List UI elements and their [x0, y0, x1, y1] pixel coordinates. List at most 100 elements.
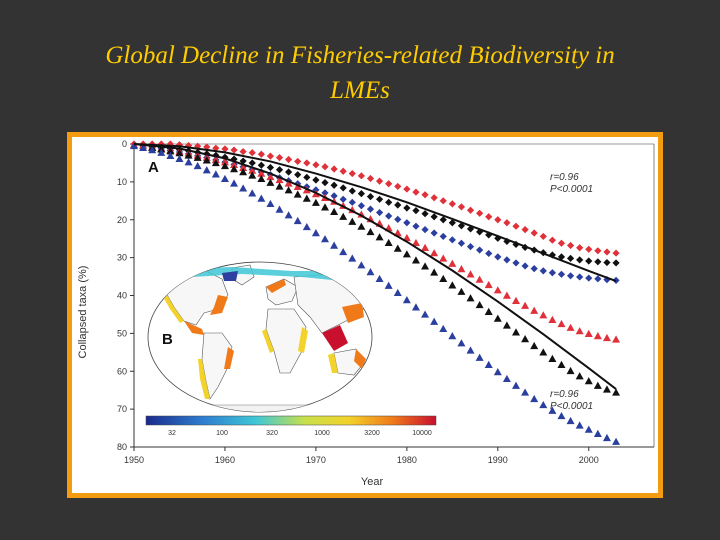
diamond-point: [431, 229, 438, 236]
triangle-point: [403, 250, 411, 257]
trend-line: [134, 144, 616, 281]
diamond-point: [330, 182, 337, 189]
triangle-point: [603, 434, 611, 441]
diamond-point: [367, 206, 374, 213]
y-axis-title: Collapsed taxa (%): [77, 266, 89, 359]
triangle-point: [467, 346, 475, 353]
triangle-point: [467, 270, 475, 277]
diamond-point: [612, 259, 619, 266]
diamond-point: [421, 191, 428, 198]
panel-a-label: A: [148, 159, 159, 176]
triangle-point: [303, 195, 311, 202]
colorbar-tick-label: 320: [266, 430, 278, 437]
stat-bottom-p: P<0.0001: [550, 401, 593, 412]
colorbar-tick-label: 10000: [412, 430, 432, 437]
triangle-point: [603, 385, 611, 392]
triangle-point: [557, 361, 565, 368]
diamond-point: [576, 273, 583, 280]
triangle-point: [557, 412, 565, 419]
stat-bottom: r=0.96 P<0.0001: [550, 389, 593, 412]
diamond-point: [249, 159, 256, 166]
diamond-point: [576, 244, 583, 251]
triangle-point: [366, 268, 374, 275]
triangle-point: [476, 301, 484, 308]
diamond-point: [394, 183, 401, 190]
diamond-point: [303, 174, 310, 181]
diamond-point: [440, 233, 447, 240]
triangle-point: [294, 217, 302, 224]
triangle-point: [612, 438, 620, 445]
triangle-point: [357, 261, 365, 268]
diamond-point: [358, 202, 365, 209]
diamond-point: [330, 165, 337, 172]
diamond-point: [403, 204, 410, 211]
diamond-point: [458, 203, 465, 210]
triangle-point: [439, 325, 447, 332]
map-colorbar: [146, 416, 436, 425]
diamond-point: [294, 158, 301, 165]
triangle-point: [266, 200, 274, 207]
triangle-point: [421, 244, 429, 251]
triangle-point: [430, 268, 438, 275]
triangle-point: [594, 382, 602, 389]
diamond-point: [567, 242, 574, 249]
triangle-point: [403, 296, 411, 303]
diamond-point: [412, 189, 419, 196]
x-axis-title: Year: [361, 476, 384, 488]
triangle-point: [239, 184, 247, 191]
triangle-point: [394, 245, 402, 252]
diamond-point: [485, 213, 492, 220]
triangle-point: [185, 158, 193, 165]
triangle-point: [385, 282, 393, 289]
triangle-point: [439, 275, 447, 282]
triangle-point: [248, 189, 256, 196]
triangle-point: [594, 430, 602, 437]
diamond-point: [503, 219, 510, 226]
diamond-point: [549, 237, 556, 244]
diamond-point: [267, 164, 274, 171]
triangle-point: [485, 361, 493, 368]
triangle-point: [376, 275, 384, 282]
triangle-point: [494, 315, 502, 322]
x-tick-label: 1950: [124, 455, 144, 465]
triangle-point: [530, 307, 538, 314]
triangle-point: [366, 228, 374, 235]
triangle-point: [321, 235, 329, 242]
diamond-point: [249, 149, 256, 156]
stat-top: r=0.96 P<0.0001: [550, 172, 593, 195]
triangle-point: [448, 281, 456, 288]
diamond-point: [294, 171, 301, 178]
triangle-point: [585, 330, 593, 337]
diamond-point: [321, 179, 328, 186]
triangle-point: [512, 328, 520, 335]
colorbar-tick-label: 32: [168, 430, 176, 437]
triangle-point: [230, 179, 238, 186]
triangle-point: [548, 355, 556, 362]
diamond-point: [358, 190, 365, 197]
triangle-point: [303, 223, 311, 230]
triangle-point: [194, 162, 202, 169]
triangle-point: [503, 375, 511, 382]
colorbar-tick-label: 1000: [314, 430, 330, 437]
diamond-point: [385, 212, 392, 219]
triangle-point: [521, 335, 529, 342]
diamond-point: [549, 269, 556, 276]
triangle-point: [348, 218, 356, 225]
y-tick-label: 30: [117, 253, 127, 263]
diamond-point: [603, 248, 610, 255]
colorbar-tick-label: 100: [216, 430, 228, 437]
diamond-point: [476, 246, 483, 253]
diamond-point: [503, 256, 510, 263]
diamond-point: [585, 246, 592, 253]
triangle-point: [476, 276, 484, 283]
y-tick-label: 20: [117, 215, 127, 225]
triangle-point: [521, 388, 529, 395]
stat-top-r: r=0.96: [550, 172, 579, 183]
triangle-point: [339, 248, 347, 255]
figure-frame: 0 10 20 30 40 50 60 70 80 1950 1960 1970 1980 1990 20…: [67, 132, 663, 498]
diamond-point: [385, 180, 392, 187]
triangle-point: [521, 302, 529, 309]
diamond-point: [421, 226, 428, 233]
triangle-point: [485, 281, 493, 288]
diamond-point: [467, 207, 474, 214]
